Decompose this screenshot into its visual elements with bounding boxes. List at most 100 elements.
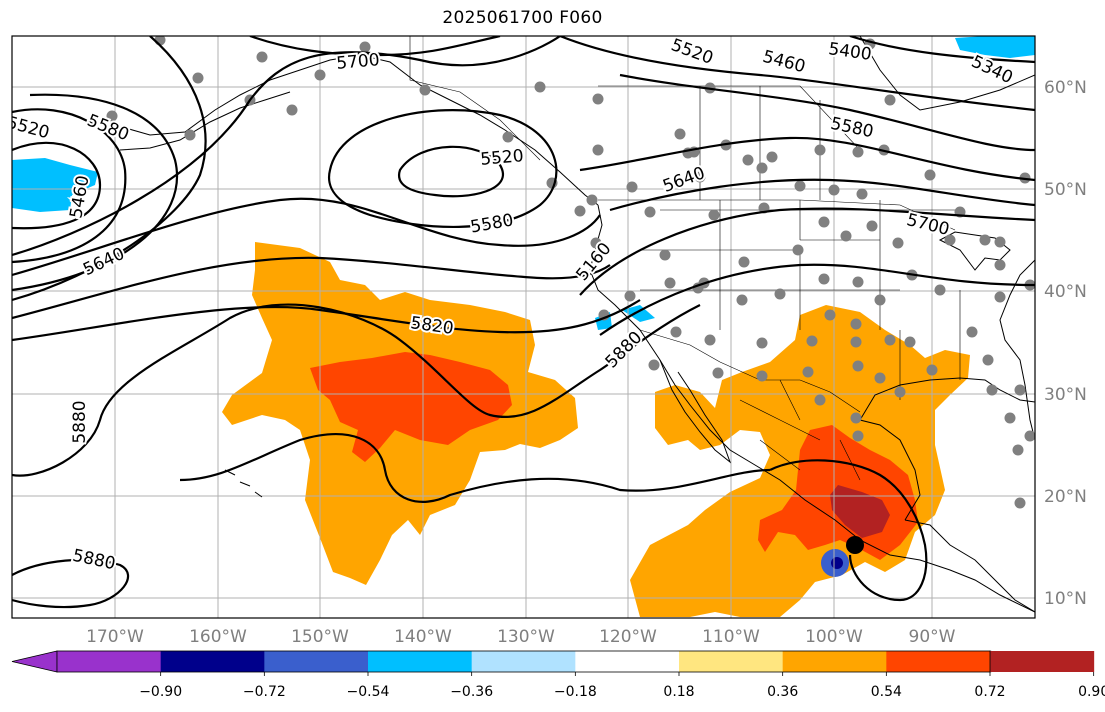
- aleutian-islands: [119, 91, 291, 151]
- colorbar-segment: [264, 651, 369, 672]
- contour-5700-top: [249, 36, 501, 57]
- contour-east-4: [609, 178, 1035, 212]
- station-marker: [534, 81, 546, 93]
- station-marker: [1024, 430, 1035, 442]
- latitude-label: 50°N: [1044, 180, 1087, 200]
- contour-label: 5880: [70, 400, 90, 443]
- baja-california: [659, 359, 732, 464]
- colorbar-tick-label: −0.90: [139, 684, 182, 700]
- station-marker: [664, 277, 676, 289]
- station-marker: [774, 288, 786, 300]
- station-marker: [756, 162, 768, 174]
- colorbar-segment: [368, 651, 473, 672]
- colorbar: −0.90 −0.72 −0.54 −0.36 −0.18 0.18 0.36 0.54 0.7…: [11, 650, 1105, 700]
- station-marker: [852, 276, 864, 288]
- station-marker: [979, 234, 991, 246]
- station-marker: [866, 220, 878, 232]
- height-contours: [12, 36, 1035, 609]
- station-marker: [994, 291, 1006, 303]
- station-marker: [359, 41, 371, 53]
- station-marker: [982, 354, 994, 366]
- station-marker: [850, 412, 862, 424]
- station-marker: [966, 326, 978, 338]
- station-marker: [892, 237, 904, 249]
- station-marker: [192, 72, 204, 84]
- red-orange-core-pacific: [310, 352, 512, 462]
- station-marker: [644, 206, 656, 218]
- contour-5880-loop: [179, 433, 771, 503]
- colorbar-tick-label: −0.36: [450, 684, 493, 700]
- contour-east-5: [579, 207, 1035, 296]
- station-marker: [742, 154, 754, 166]
- contour-5760: [12, 256, 611, 320]
- station-marker: [852, 146, 864, 158]
- station-marker: [502, 131, 514, 143]
- contour-5520-low: [397, 145, 504, 198]
- station-marker: [626, 181, 638, 193]
- contour-label: 5700: [336, 50, 381, 74]
- colorbar-segment: [160, 651, 265, 672]
- light-blue-west: [12, 158, 98, 212]
- station-marker: [659, 249, 671, 261]
- station-marker: [802, 366, 814, 378]
- station-marker: [874, 372, 886, 384]
- station-marker: [592, 93, 604, 105]
- colorbar-extend-low: [11, 650, 58, 673]
- station-marker: [590, 237, 602, 249]
- station-marker: [694, 171, 706, 183]
- station-marker: [674, 128, 686, 140]
- station-marker: [850, 336, 862, 348]
- alaska-canada-border: [409, 36, 541, 161]
- gulf-coast: [859, 377, 1035, 521]
- station-marker: [884, 94, 896, 106]
- contour-east-top: [849, 36, 1035, 64]
- contour-label: 5520: [480, 146, 525, 170]
- station-marker: [924, 169, 936, 181]
- latitude-label: 40°N: [1044, 282, 1087, 302]
- station-marker: [824, 309, 836, 321]
- station-marker: [828, 184, 840, 196]
- station-marker: [994, 259, 1006, 271]
- station-marker: [184, 129, 196, 141]
- station-marker: [738, 256, 750, 268]
- contour-5640-west: [12, 36, 207, 302]
- colorbar-segment: [679, 651, 784, 672]
- latitude-labels: 60°N 50°N 40°N 30°N 20°N 10°N: [1044, 78, 1087, 609]
- station-marker: [1012, 444, 1024, 456]
- contour-5640-low: [12, 197, 601, 277]
- longitude-labels: 170°W 160°W 150°W 140°W 130°W 120°W 110°W 100°W…: [86, 627, 956, 647]
- longitude-label: 120°W: [599, 627, 657, 647]
- colorbar-tick-label: −0.18: [554, 684, 597, 700]
- station-marker: [884, 334, 896, 346]
- light-blue-northeast: [955, 36, 1035, 58]
- colorbar-segment: [471, 651, 576, 672]
- station-marker: [850, 318, 862, 330]
- colorbar-tick-label: 0.36: [767, 684, 798, 700]
- station-marker: [419, 84, 431, 96]
- station-marker: [1014, 384, 1026, 396]
- central-america: [904, 519, 1035, 613]
- east-coast: [999, 259, 1035, 441]
- hudson-bay: [859, 36, 1035, 111]
- mexico-states: [739, 379, 861, 481]
- station-marker: [624, 290, 636, 302]
- colorbar-segment: [782, 651, 887, 672]
- colorbar-tick-label: −0.72: [243, 684, 286, 700]
- station-marker: [852, 360, 864, 372]
- station-marker: [314, 69, 326, 81]
- station-marker: [670, 326, 682, 338]
- contour-label: 5820: [409, 313, 455, 339]
- station-marker: [256, 51, 268, 63]
- station-marker: [574, 205, 586, 217]
- north-america-west-coast: [589, 204, 1035, 613]
- station-marker: [874, 294, 886, 306]
- colorbar-segment: [886, 651, 991, 672]
- colorbar-frame: [56, 650, 991, 673]
- station-marker: [904, 336, 916, 348]
- station-marker: [756, 370, 768, 382]
- longitude-label: 140°W: [394, 627, 452, 647]
- station-marker: [934, 284, 946, 296]
- contour-east-1: [559, 36, 1035, 112]
- contour-5880-sw: [12, 558, 130, 609]
